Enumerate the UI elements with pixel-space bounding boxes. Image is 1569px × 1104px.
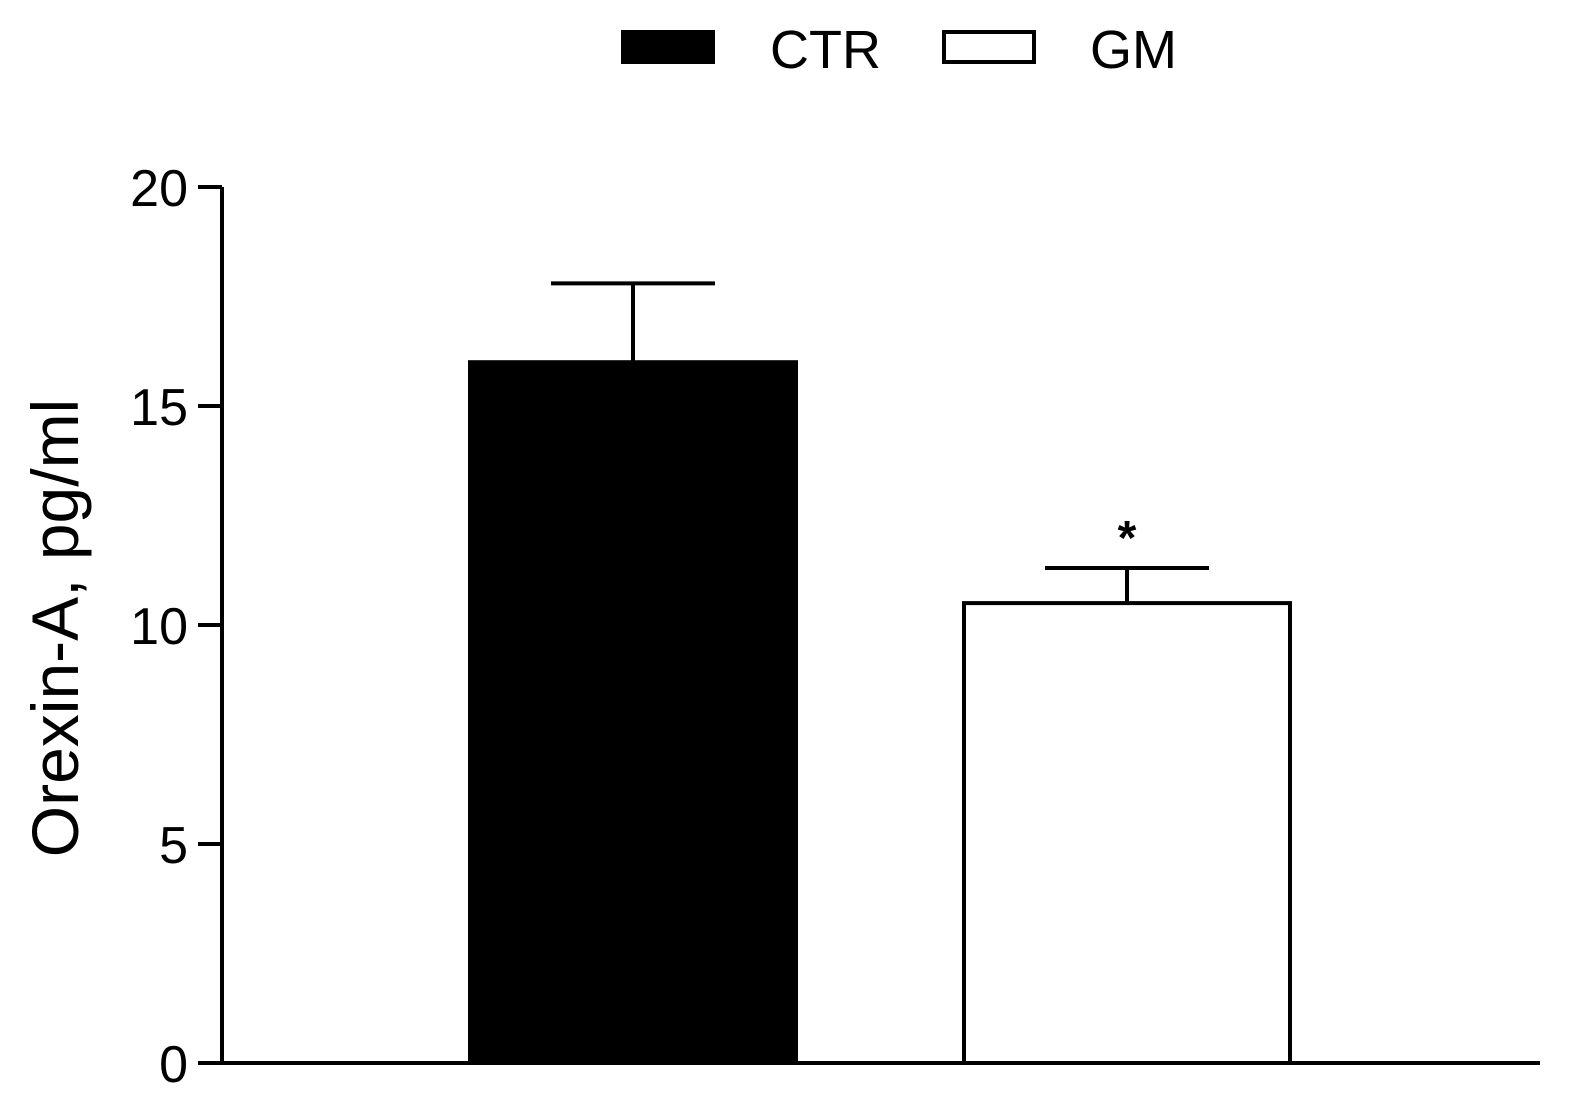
- y-tick-label: 5: [159, 817, 188, 875]
- bar-ctr: [468, 360, 798, 1065]
- legend-swatch-gm: [942, 30, 1036, 64]
- bars-group: *: [468, 281, 1292, 1065]
- legend-label-gm: GM: [1090, 20, 1177, 80]
- y-tick-label: 10: [130, 598, 188, 656]
- y-tick-label: 0: [159, 1036, 188, 1094]
- bar-gm: [962, 601, 1292, 1065]
- y-tick-label: 15: [130, 379, 188, 437]
- legend-label-ctr: CTR: [770, 20, 881, 80]
- legend: CTR GM: [621, 20, 1177, 80]
- y-axis-label: Orexin-A, pg/ml: [18, 399, 92, 857]
- significance-asterisk: *: [1118, 512, 1137, 565]
- legend-swatch-ctr: [621, 30, 715, 64]
- y-tick-label: 20: [130, 160, 188, 218]
- axes-group: 0 5 10 15 20: [130, 160, 1540, 1094]
